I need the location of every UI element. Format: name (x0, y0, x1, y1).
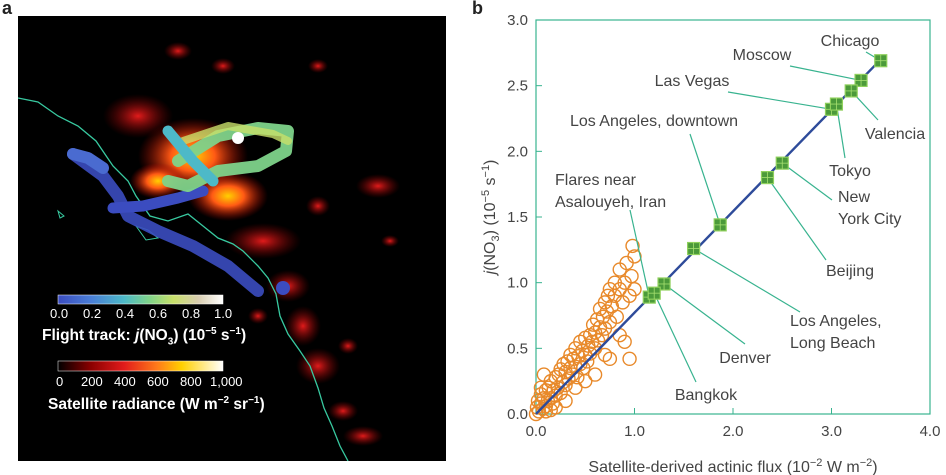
y-tick-label: 1.5 (507, 209, 528, 226)
coastline (18, 97, 349, 461)
city-label: Los Angeles, downtown (570, 113, 738, 130)
flight-point (561, 371, 576, 386)
flight-point (624, 268, 639, 284)
x-tick-label: 4.0 (920, 423, 941, 440)
x-tick-label: 0.0 (526, 423, 547, 440)
flight-point (627, 249, 642, 264)
radiance-tick-3: 600 (147, 374, 169, 389)
leader-line (653, 292, 697, 383)
radiance-colorbar-title: Satellite radiance (W m−2 sr−1) (48, 395, 265, 414)
city-label: Denver (719, 350, 771, 367)
flight-point (622, 351, 637, 367)
city-label: Flares near Asalouyeh, Iran (555, 172, 666, 211)
satellite-map-panel: 0.0 0.2 0.4 0.6 0.8 1.0 Flight track: j(… (18, 16, 446, 461)
y-tick-label: 2.0 (507, 143, 528, 160)
flight-point (580, 354, 595, 369)
flight-tick-1: 0.2 (83, 306, 102, 321)
flight-point (533, 380, 549, 395)
label-leader-lines (629, 51, 882, 383)
city-label: Chicago (821, 33, 880, 50)
flight-tick-3: 0.6 (149, 306, 168, 321)
y-tick-label: 0.0 (507, 406, 528, 423)
y-tick-label: 1.0 (507, 275, 528, 292)
flight-point (627, 282, 642, 297)
flight-point (543, 402, 558, 418)
radiance-tick-4: 800 (180, 374, 202, 389)
flight-tick-0: 0.0 (50, 306, 69, 321)
city-label: Bangkok (675, 387, 738, 404)
city-label: Moscow (733, 47, 792, 64)
flight-colorbar-title: Flight track: j(NO3) (10−5 s−1) (42, 326, 247, 348)
satellite-map (18, 42, 400, 461)
x-axis-label: Satellite-derived actinic flux (10−2 W m… (588, 457, 877, 475)
city-label: Las Vegas (655, 73, 730, 90)
panel-b-letter: b (472, 0, 483, 18)
flight-point (582, 346, 598, 361)
y-axis-label: j(NO3) (10−5 s−1) (480, 160, 502, 277)
flight-point (597, 347, 613, 363)
radiance-tick-0: 0 (56, 374, 64, 389)
flight-point (558, 393, 573, 409)
city-label: Los Angeles, Long Beach (790, 313, 882, 352)
leader-line (663, 283, 746, 345)
flight-tick-2: 0.4 (116, 306, 135, 321)
x-tick-label: 2.0 (723, 423, 744, 440)
city-label: Valencia (865, 126, 925, 143)
city-label: Tokyo (829, 163, 871, 180)
flight-point (594, 328, 610, 343)
radiance-tick-2: 400 (114, 374, 136, 389)
y-tick-label: 3.0 (507, 12, 528, 29)
x-tick-label: 3.0 (821, 423, 842, 440)
leader-line (766, 177, 827, 261)
radiance-tick-5: 1,000 (210, 374, 243, 389)
flight-point (597, 295, 613, 310)
flight-point (625, 238, 640, 254)
city-markers (642, 54, 888, 304)
flight-point (553, 385, 568, 401)
x-tick-label: 1.0 (624, 423, 645, 440)
city-label: New York City (838, 189, 901, 228)
flight-point (568, 380, 583, 395)
flight-point (609, 309, 624, 325)
leader-line (727, 91, 832, 110)
flight-point (578, 373, 593, 389)
leader-line (789, 65, 862, 82)
flight-point (584, 334, 600, 349)
fit-line (535, 58, 882, 415)
flight-point (602, 351, 618, 367)
flight-tick-4: 0.8 (182, 306, 201, 321)
flight-point (587, 367, 603, 382)
flight-points (528, 238, 642, 422)
leader-line (689, 133, 721, 226)
flight-track (67, 122, 294, 297)
leader-line (629, 209, 650, 298)
radiance-colorbar (57, 360, 224, 372)
leader-line (693, 248, 801, 313)
panel-a-letter: a (2, 0, 13, 18)
radiance-tick-1: 200 (81, 374, 103, 389)
city-label: Beijing (826, 263, 874, 280)
flight-point (600, 288, 616, 303)
leader-line (781, 162, 833, 201)
island (57, 209, 65, 219)
y-tick-label: 2.5 (507, 78, 528, 95)
flight-colorbar (57, 294, 224, 305)
y-tick-label: 0.5 (507, 340, 528, 357)
flight-point (536, 367, 552, 382)
flight-tick-5: 1.0 (214, 306, 233, 321)
flight-point (573, 334, 588, 349)
axis-ticks: 0.0 1.0 2.0 3.0 4.0 0.0 0.5 1.0 1.5 2.0 2.5 3.0 (507, 12, 940, 440)
